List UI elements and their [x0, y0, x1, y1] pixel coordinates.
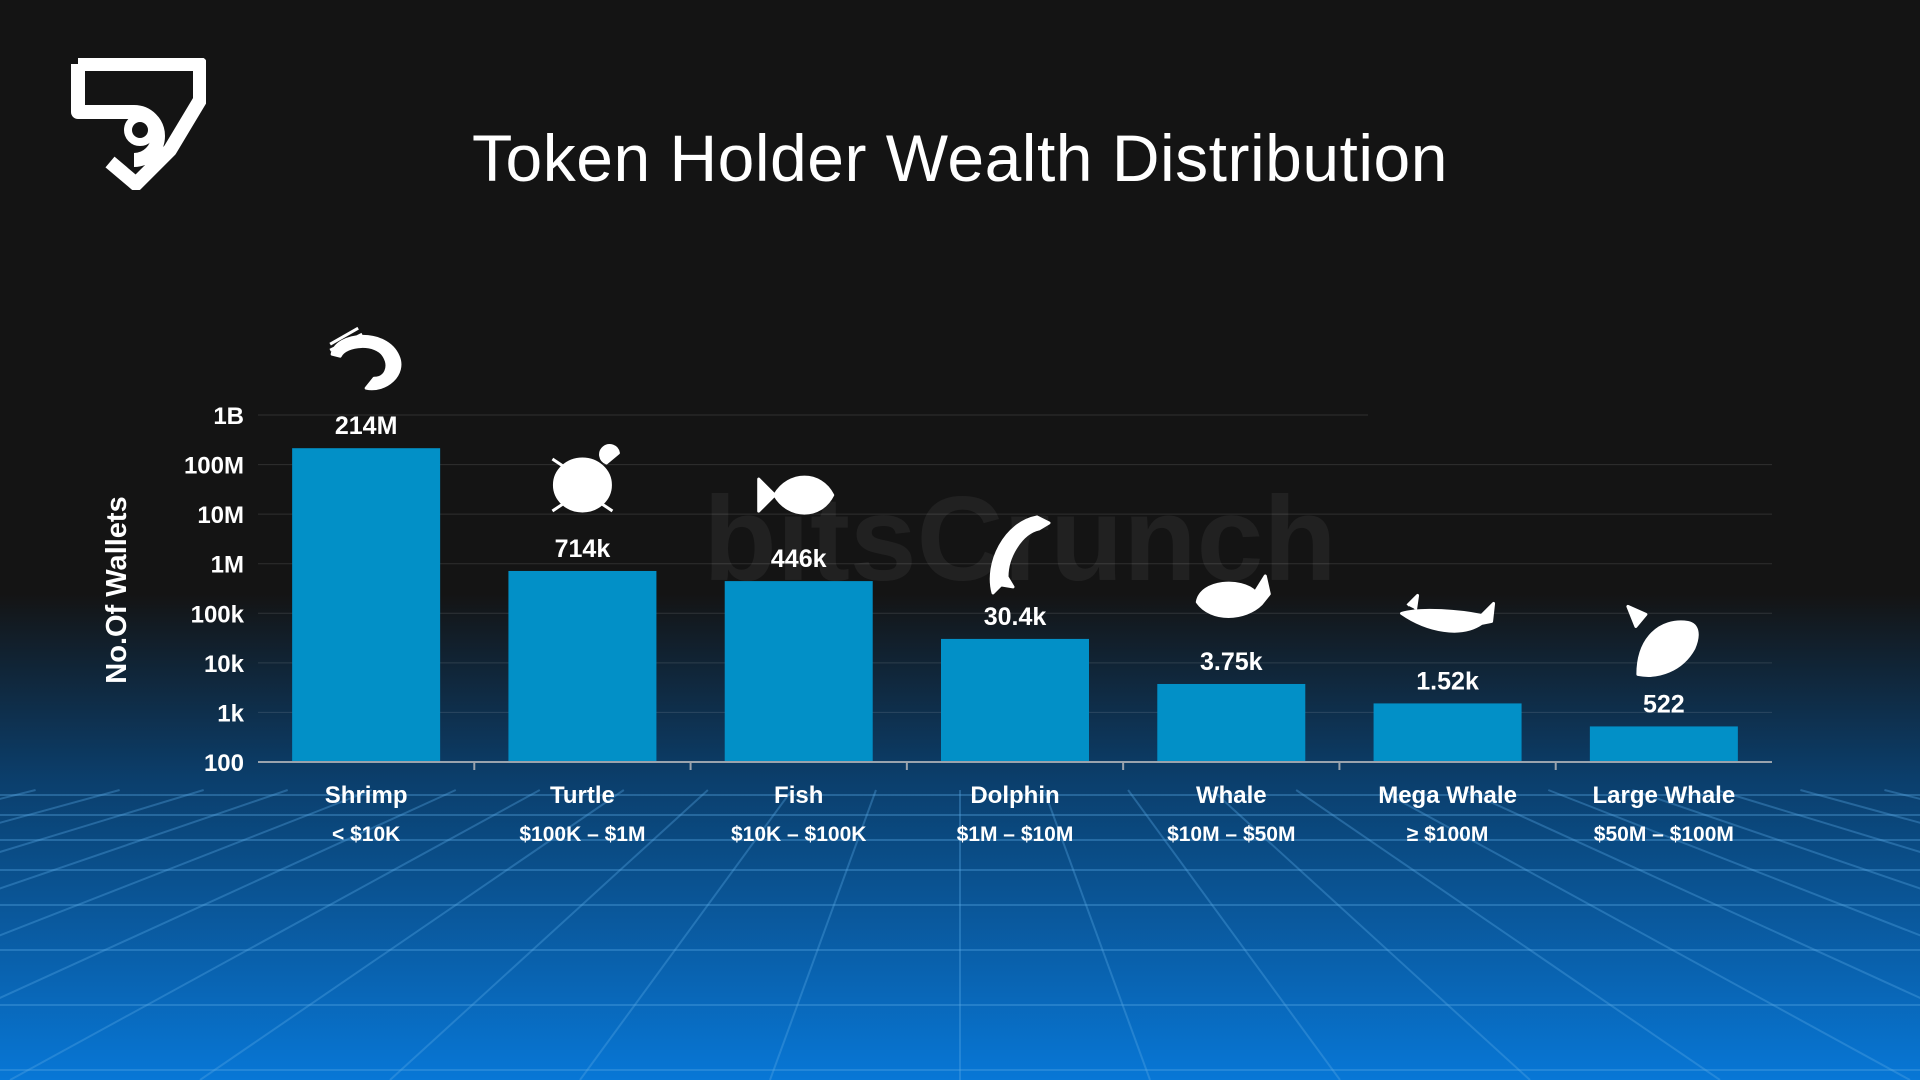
range-label: ≥ $100M	[1407, 823, 1489, 846]
y-axis-ticks: 100 1k 10k 100k 1M 10M 100M 1B	[184, 403, 245, 777]
value-label: 30.4k	[984, 603, 1047, 631]
category-label: Turtle	[550, 782, 615, 809]
value-label: 3.75k	[1200, 648, 1263, 676]
value-label: 714k	[555, 535, 611, 563]
category-label: Shrimp	[325, 782, 408, 809]
y-tick-label: 100k	[191, 601, 245, 628]
bar-dolphin	[941, 638, 1089, 762]
value-labels: 214M 714k 446k 30.4k 3.75k 1.52k 522	[335, 412, 1685, 718]
y-tick-label: 100	[204, 750, 244, 777]
fish-icon	[757, 475, 835, 515]
range-label: < $10K	[332, 823, 400, 846]
range-label: $50M – $100M	[1594, 823, 1734, 846]
x-axis-labels: Shrimp < $10K Turtle $100K – $1M Fish $10K – …	[325, 762, 1735, 846]
y-tick-label: 100M	[184, 453, 244, 480]
shrimp-icon	[329, 326, 402, 391]
category-label: Dolphin	[970, 782, 1059, 809]
y-tick-label: 1k	[217, 700, 244, 727]
bar-shrimp	[292, 448, 441, 762]
category-label: Fish	[774, 782, 823, 809]
range-label: $10M – $50M	[1167, 823, 1295, 846]
category-label: Whale	[1196, 782, 1267, 809]
range-label: $1M – $10M	[957, 823, 1074, 846]
y-tick-label: 10k	[204, 651, 245, 678]
bar-large-whale	[1589, 726, 1738, 762]
range-label: $100K – $1M	[519, 823, 645, 846]
dolphin-icon	[989, 515, 1051, 595]
humpback-whale-icon	[1400, 593, 1496, 633]
animal-icons	[329, 326, 1699, 677]
y-tick-label: 10M	[197, 502, 244, 529]
bar-whale	[1157, 683, 1306, 762]
category-label: Mega Whale	[1378, 782, 1517, 809]
value-label: 214M	[335, 412, 398, 440]
bars-group	[292, 448, 1738, 762]
category-label: Large Whale	[1593, 782, 1736, 809]
page-title: Token Holder Wealth Distribution	[472, 121, 1448, 195]
blue-whale-icon	[1626, 604, 1699, 677]
bar-mega-whale	[1373, 703, 1522, 762]
value-label: 446k	[771, 545, 827, 573]
range-label: $10K – $100K	[731, 823, 866, 846]
bar-fish	[724, 581, 873, 762]
y-axis-label: No.Of Wallets	[101, 496, 133, 683]
turtle-icon	[551, 444, 620, 513]
value-label: 522	[1643, 690, 1685, 718]
bitscrunch-logo-icon	[71, 58, 206, 190]
whale-icon	[1195, 574, 1271, 618]
bar-turtle	[508, 570, 657, 762]
value-label: 1.52k	[1416, 667, 1479, 695]
y-tick-label: 1M	[211, 552, 244, 579]
y-tick-label: 1B	[213, 403, 244, 430]
